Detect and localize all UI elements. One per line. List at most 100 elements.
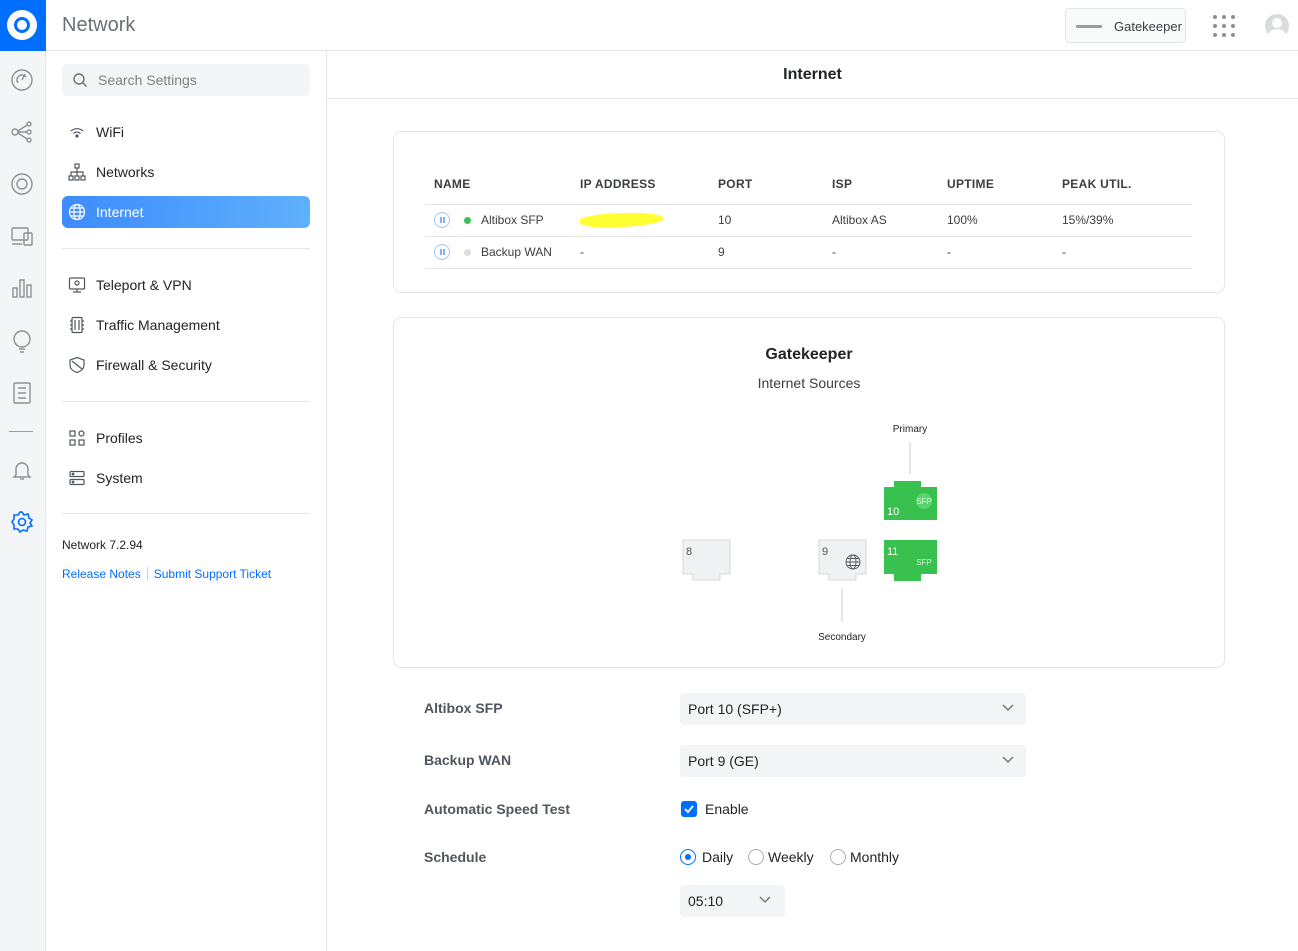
clients-icon[interactable] bbox=[10, 224, 34, 248]
primary-label: Primary bbox=[893, 424, 927, 435]
status-online-dot bbox=[464, 216, 471, 224]
uptime-cell: - bbox=[938, 236, 1053, 269]
sidebar-item-system[interactable]: System bbox=[62, 462, 310, 494]
version-label: Network 7.2.94 bbox=[62, 538, 143, 552]
sidebar-item-label: Internet bbox=[96, 204, 144, 220]
backup-wan-port-value: Port 9 (GE) bbox=[688, 753, 759, 769]
column-header-name[interactable]: NAME bbox=[425, 164, 571, 205]
pause-icon[interactable] bbox=[434, 244, 450, 260]
devices-icon[interactable] bbox=[10, 172, 34, 196]
internet-sources-card: Gatekeeper Internet Sources Primary Seco… bbox=[393, 317, 1225, 668]
wifi-icon bbox=[70, 128, 84, 138]
sidebar-item-firewall-security[interactable]: Firewall & Security bbox=[62, 349, 310, 381]
schedule-monthly-radio[interactable] bbox=[830, 849, 846, 865]
search-input[interactable] bbox=[98, 70, 298, 90]
sidebar-item-teleport-vpn[interactable]: Teleport & VPN bbox=[62, 269, 310, 301]
backup-wan-port-select[interactable]: Port 9 (GE) bbox=[680, 745, 1026, 777]
app-navigation-rail bbox=[0, 51, 46, 951]
port-11-sfp-label: SFP bbox=[916, 558, 932, 567]
settings-icon[interactable] bbox=[10, 510, 34, 534]
device-name: Gatekeeper bbox=[1114, 19, 1182, 34]
wan-name: Backup WAN bbox=[481, 245, 552, 259]
redacted-ip-highlight bbox=[579, 211, 665, 230]
sidebar-item-label: Firewall & Security bbox=[96, 357, 212, 373]
port-11-number: 11 bbox=[887, 546, 898, 558]
peak-util-cell: - bbox=[1053, 236, 1192, 269]
logs-icon[interactable] bbox=[10, 381, 34, 405]
speed-test-enable-checkbox[interactable] bbox=[681, 801, 697, 817]
globe-icon bbox=[68, 203, 86, 221]
sidebar-item-label: Networks bbox=[96, 164, 155, 180]
primary-wan-port-select[interactable]: Port 10 (SFP+) bbox=[680, 693, 1026, 725]
sidebar-item-traffic-management[interactable]: Traffic Management bbox=[62, 309, 310, 341]
speed-test-label: Automatic Speed Test bbox=[424, 801, 570, 817]
user-avatar[interactable] bbox=[1265, 14, 1289, 38]
sidebar-item-label: WiFi bbox=[96, 124, 124, 140]
isp-cell: - bbox=[823, 236, 938, 269]
port-9[interactable]: 9 bbox=[818, 539, 867, 581]
sidebar-item-profiles[interactable]: Profiles bbox=[62, 422, 310, 454]
column-header-uptime[interactable]: UPTIME bbox=[938, 164, 1053, 205]
gateway-title: Gatekeeper bbox=[765, 346, 853, 363]
traffic-icon bbox=[70, 316, 84, 334]
pause-icon[interactable] bbox=[434, 212, 450, 228]
wan-name-cell: Altibox SFP bbox=[425, 204, 571, 237]
topology-icon[interactable] bbox=[10, 120, 34, 144]
chevron-down-icon bbox=[759, 896, 771, 903]
rail-divider bbox=[9, 431, 33, 432]
sidebar-links: Release Notes Submit Support Ticket bbox=[62, 567, 271, 581]
table-row[interactable]: Altibox SFP 10 Altibox AS 100% 15%/39% bbox=[425, 204, 1192, 237]
schedule-weekly-label[interactable]: Weekly bbox=[768, 849, 814, 865]
sidebar-divider bbox=[62, 401, 310, 402]
uptime-cell: 100% bbox=[938, 204, 1053, 237]
port-cell: 9 bbox=[709, 236, 823, 269]
app-switcher-grid-icon[interactable] bbox=[1213, 15, 1235, 37]
speed-test-enable-label[interactable]: Enable bbox=[705, 801, 749, 817]
statistics-icon[interactable] bbox=[10, 276, 34, 300]
chevron-down-icon bbox=[1002, 756, 1014, 763]
main-content: Internet NAME IP ADDRESS PORT ISP UPTIME… bbox=[327, 51, 1298, 951]
table-row[interactable]: Backup WAN - 9 - - - bbox=[425, 236, 1192, 269]
column-header-ip-address[interactable]: IP ADDRESS bbox=[571, 164, 709, 205]
schedule-label: Schedule bbox=[424, 849, 487, 865]
notifications-icon[interactable] bbox=[10, 458, 34, 482]
table-header-row: NAME IP ADDRESS PORT ISP UPTIME PEAK UTI… bbox=[425, 164, 1192, 205]
sidebar-item-label: Traffic Management bbox=[96, 317, 220, 333]
column-header-peak-util[interactable]: PEAK UTIL. bbox=[1053, 164, 1192, 205]
port-10-sfp[interactable]: SFP 10 bbox=[884, 481, 937, 520]
settings-sidebar: WiFi Networks Internet Teleport & VPN Tr… bbox=[46, 51, 327, 951]
peak-util-cell: 15%/39% bbox=[1053, 204, 1192, 237]
sidebar-item-internet[interactable]: Internet bbox=[62, 196, 310, 228]
sidebar-item-label: Profiles bbox=[96, 430, 143, 446]
port-8-number: 8 bbox=[686, 546, 692, 558]
schedule-time-select[interactable]: 05:10 bbox=[680, 885, 785, 917]
column-header-isp[interactable]: ISP bbox=[823, 164, 938, 205]
globe-icon bbox=[845, 554, 861, 570]
secondary-label: Secondary bbox=[818, 632, 866, 643]
wan-table-card: NAME IP ADDRESS PORT ISP UPTIME PEAK UTI… bbox=[393, 131, 1225, 293]
internet-sources-subtitle: Internet Sources bbox=[757, 375, 861, 391]
ubiquiti-logo-icon bbox=[7, 10, 37, 40]
dashboard-icon[interactable] bbox=[10, 68, 34, 92]
schedule-monthly-label[interactable]: Monthly bbox=[850, 849, 900, 865]
ubiquiti-logo-button[interactable] bbox=[0, 0, 46, 51]
system-icon bbox=[69, 470, 85, 486]
app-title: Network bbox=[62, 14, 136, 36]
port-11-sfp[interactable]: 11 SFP bbox=[884, 540, 937, 581]
sidebar-item-networks[interactable]: Networks bbox=[62, 156, 310, 188]
support-ticket-link[interactable]: Submit Support Ticket bbox=[153, 567, 272, 581]
schedule-daily-radio[interactable] bbox=[680, 849, 696, 865]
device-selector-button[interactable]: Gatekeeper bbox=[1065, 8, 1186, 43]
sidebar-item-wifi[interactable]: WiFi bbox=[62, 116, 310, 148]
column-header-port[interactable]: PORT bbox=[709, 164, 823, 205]
schedule-daily-label[interactable]: Daily bbox=[702, 849, 734, 865]
checkmark-icon bbox=[684, 805, 694, 814]
release-notes-link[interactable]: Release Notes bbox=[62, 567, 141, 581]
port-8[interactable]: 8 bbox=[682, 539, 731, 581]
link-separator bbox=[146, 567, 148, 580]
insights-icon[interactable] bbox=[10, 329, 34, 353]
shield-icon bbox=[69, 356, 85, 374]
schedule-weekly-radio[interactable] bbox=[748, 849, 764, 865]
ip-address-cell: - bbox=[571, 236, 709, 269]
search-settings[interactable] bbox=[62, 64, 310, 96]
